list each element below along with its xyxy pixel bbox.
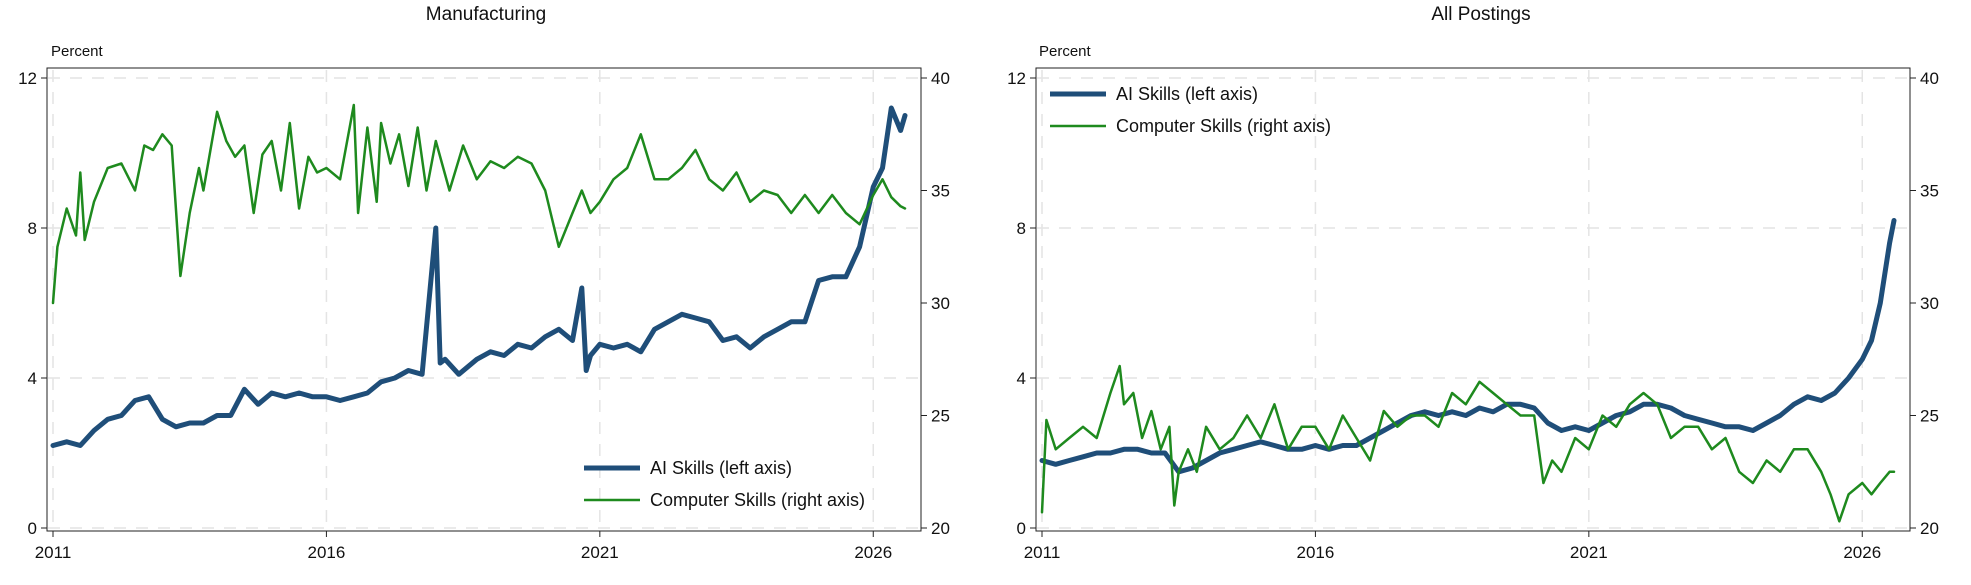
legend-label: Computer Skills (right axis) <box>650 490 865 510</box>
manufacturing-panel: Manufacturing Percent 0 4 8 12 20 25 30 35 40 201… <box>18 4 950 562</box>
x-tick-label: 2011 <box>1024 543 1061 562</box>
right-tick-label: 35 <box>931 182 950 201</box>
legend-label: Computer Skills (right axis) <box>1116 116 1331 136</box>
legend: AI Skills (left axis) Computer Skills (ri… <box>1050 84 1331 136</box>
left-tick-label: 8 <box>28 219 37 238</box>
plot-area <box>1035 67 1911 532</box>
x-tick-label: 2011 <box>35 543 72 562</box>
left-tick-label: 12 <box>1007 69 1026 88</box>
left-tick-label: 0 <box>28 519 37 538</box>
right-tick-label: 25 <box>931 407 950 426</box>
left-tick-label: 4 <box>1017 369 1026 388</box>
panel-title: Manufacturing <box>426 4 546 25</box>
axis-ticks: 0 4 8 12 20 25 30 35 40 2011 2016 2021 2026 <box>18 69 950 562</box>
ai-skills-line <box>1039 218 1897 475</box>
grid-lines <box>1037 70 1909 529</box>
x-tick-label: 2021 <box>581 543 619 562</box>
right-tick-label: 20 <box>1920 519 1939 538</box>
right-tick-label: 20 <box>931 519 950 538</box>
right-tick-label: 40 <box>931 69 950 88</box>
ai-skills-line <box>50 105 908 448</box>
legend-label: AI Skills (left axis) <box>1116 84 1258 104</box>
right-tick-label: 30 <box>1920 294 1939 313</box>
x-tick-label: 2026 <box>1843 543 1881 562</box>
legend: AI Skills (left axis) Computer Skills (ri… <box>584 458 865 510</box>
series-lines <box>50 103 908 448</box>
right-tick-label: 35 <box>1920 182 1939 201</box>
computer-skills-line <box>51 103 907 305</box>
left-tick-label: 8 <box>1017 219 1026 238</box>
right-tick-label: 30 <box>931 294 950 313</box>
right-tick-label: 25 <box>1920 407 1939 426</box>
y-axis-unit-label: Percent <box>51 43 104 60</box>
y-axis-unit-label: Percent <box>1039 43 1092 60</box>
axis-ticks: 0 4 8 12 20 25 30 35 40 2011 2016 2021 2026 <box>1007 69 1939 562</box>
computer-skills-line <box>1040 364 1896 523</box>
x-tick-label: 2016 <box>308 543 346 562</box>
x-tick-label: 2026 <box>854 543 892 562</box>
left-tick-label: 12 <box>18 69 37 88</box>
all-postings-panel: All Postings Percent 0 4 8 12 20 25 30 35 40 2011… <box>1007 4 1939 562</box>
x-tick-label: 2016 <box>1297 543 1335 562</box>
x-tick-label: 2021 <box>1570 543 1608 562</box>
legend-label: AI Skills (left axis) <box>650 458 792 478</box>
series-lines <box>1039 218 1897 523</box>
left-tick-label: 0 <box>1017 519 1026 538</box>
right-tick-label: 40 <box>1920 69 1939 88</box>
left-tick-label: 4 <box>28 369 37 388</box>
panel-title: All Postings <box>1431 4 1530 25</box>
plot-area <box>46 67 922 532</box>
